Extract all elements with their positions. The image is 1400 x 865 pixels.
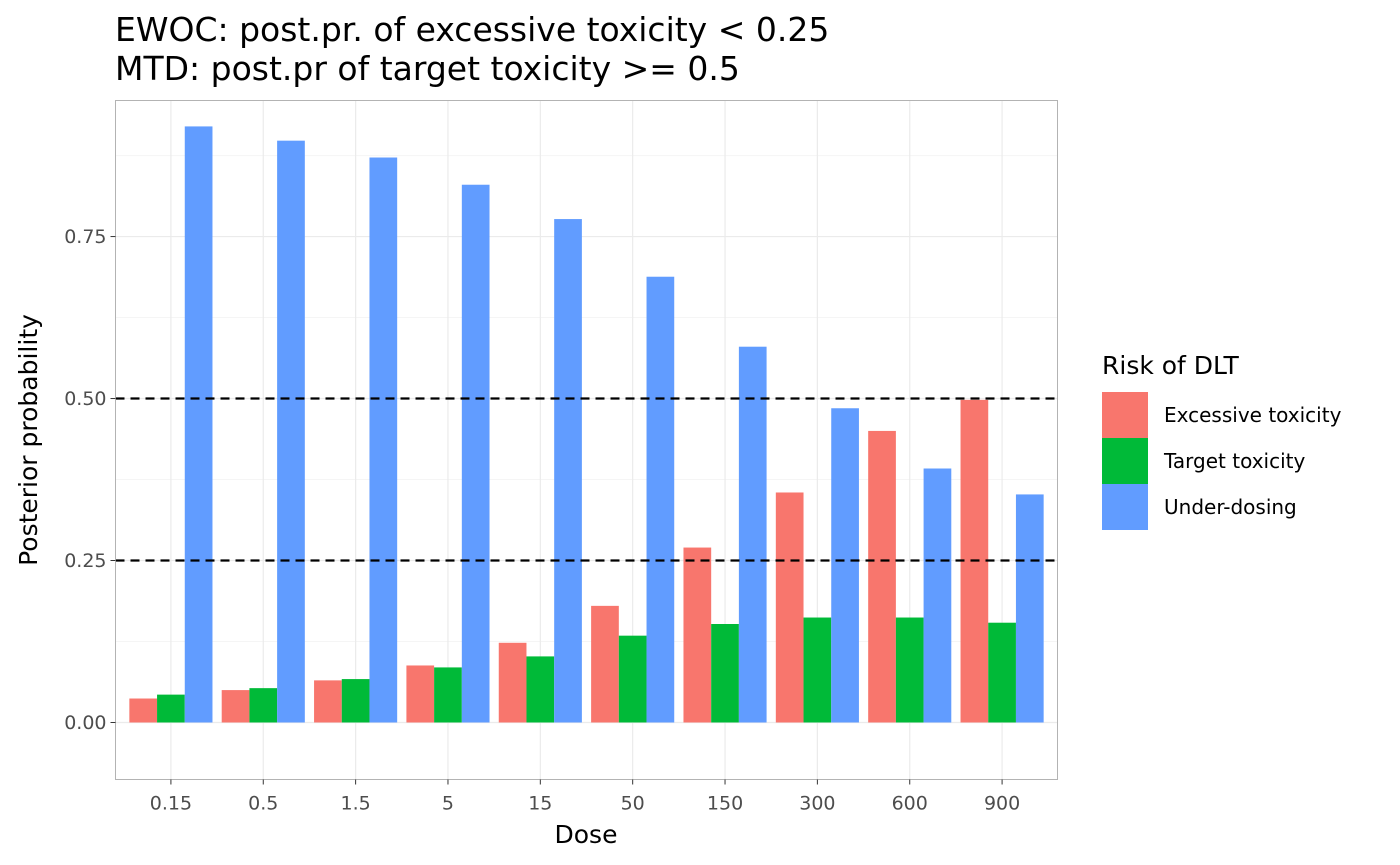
x-tick-label: 15 (528, 793, 552, 815)
x-axis-title: Dose (555, 820, 618, 849)
series-target-toxicity (157, 617, 1016, 723)
chart-title-line-2: MTD: post.pr of target toxicity >= 0.5 (115, 49, 740, 88)
bar (591, 605, 619, 723)
reference-lines-layer (115, 397, 1058, 562)
bars-layer (129, 126, 1044, 723)
bar (314, 680, 342, 723)
y-tick-label: 0.25 (64, 550, 106, 572)
series-under-dosing (184, 126, 1044, 723)
bar (554, 219, 582, 723)
legend-title: Risk of DLT (1102, 351, 1240, 380)
bar (434, 667, 462, 723)
bar (775, 492, 804, 723)
bar (129, 698, 158, 723)
bar (249, 688, 278, 723)
legend-label: Target toxicity (1163, 449, 1305, 473)
x-tick-label: 50 (621, 793, 645, 815)
bar (683, 547, 712, 723)
y-tick-label: 0.00 (64, 712, 106, 734)
x-tick-label: 150 (707, 793, 743, 815)
legend-items: Excessive toxicity Target toxicity Under-d… (1102, 392, 1342, 530)
x-tick-label: 0.5 (248, 793, 278, 815)
bar (711, 624, 739, 723)
bar (738, 346, 767, 723)
bar (923, 468, 952, 723)
bar (277, 140, 305, 723)
y-tick-label: 0.50 (64, 388, 106, 410)
y-axis: 0.00 0.25 0.50 0.75 (64, 226, 116, 734)
legend-item: Under-dosing (1102, 484, 1297, 530)
legend-item: Target toxicity (1102, 438, 1305, 484)
bar (646, 276, 675, 723)
bar (461, 184, 490, 723)
bar (221, 690, 250, 723)
bar (803, 617, 832, 723)
x-tick-label: 5 (442, 793, 454, 815)
legend-swatch (1102, 438, 1148, 484)
legend: Risk of DLT Excessive toxicity Target tox… (1102, 351, 1342, 530)
bar (184, 126, 213, 723)
x-axis: 0.15 0.5 1.5 5 15 50 150 300 600 900 (150, 779, 1020, 815)
x-tick-label: 0.15 (150, 793, 192, 815)
legend-label: Under-dosing (1164, 495, 1297, 519)
bar (498, 642, 527, 723)
x-tick-label: 300 (799, 793, 835, 815)
bar (831, 408, 859, 723)
chart-title-line-1: EWOC: post.pr. of excessive toxicity < 0… (115, 10, 829, 49)
legend-item: Excessive toxicity (1102, 392, 1342, 438)
bar (341, 679, 370, 723)
y-tick-label: 0.75 (64, 226, 106, 248)
bar (526, 656, 555, 723)
bar (988, 622, 1016, 723)
legend-swatch (1102, 392, 1148, 438)
bar (406, 665, 435, 723)
bar (157, 694, 185, 723)
bar (1015, 494, 1044, 723)
series-excessive-toxicity (129, 399, 989, 723)
bar (618, 635, 647, 723)
bar (369, 157, 398, 723)
x-tick-label: 900 (984, 793, 1020, 815)
bar (895, 617, 924, 723)
chart-title: EWOC: post.pr. of excessive toxicity < 0… (115, 10, 829, 88)
x-tick-label: 600 (892, 793, 928, 815)
legend-swatch (1102, 484, 1148, 530)
x-tick-label: 1.5 (341, 793, 371, 815)
legend-label: Excessive toxicity (1164, 403, 1342, 427)
y-axis-title: Posterior probability (14, 314, 43, 566)
bar (868, 430, 896, 723)
panel-border (115, 100, 1058, 780)
